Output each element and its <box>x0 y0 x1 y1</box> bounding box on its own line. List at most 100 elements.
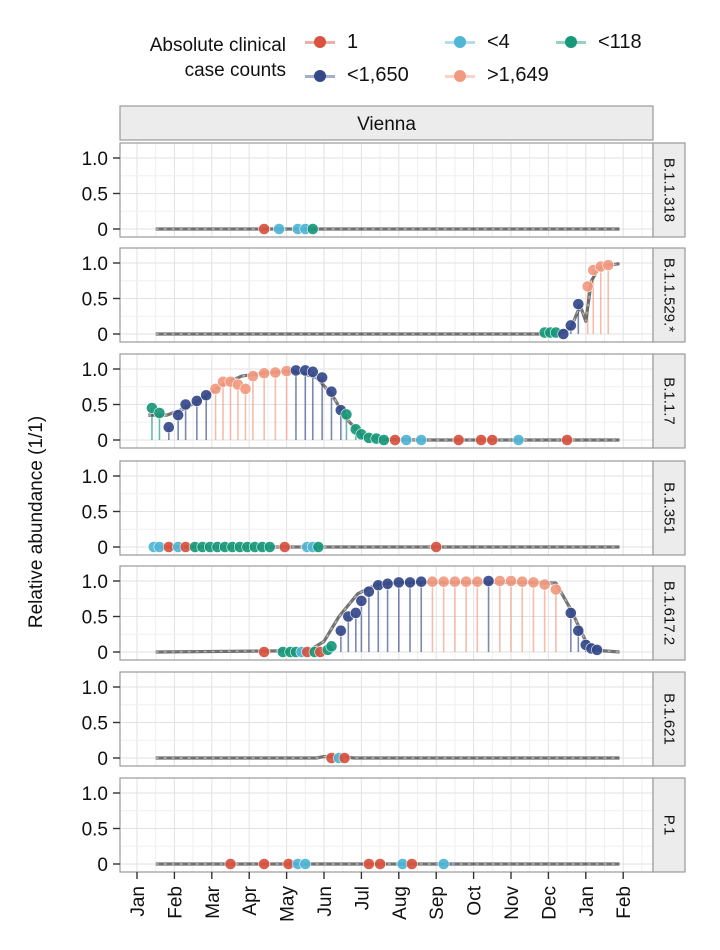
y-tick-label: 0 <box>97 643 108 664</box>
data-point <box>374 858 386 870</box>
panel-strip <box>652 565 686 661</box>
data-point <box>239 382 252 395</box>
data-point <box>538 578 551 591</box>
x-tick-label: Jul <box>352 886 373 910</box>
data-point <box>471 575 484 588</box>
data-point <box>482 575 495 587</box>
panel-background <box>120 672 653 766</box>
data-point <box>602 259 615 272</box>
data-point <box>377 434 390 446</box>
data-point <box>493 575 506 587</box>
data-point <box>273 223 286 235</box>
legend-dot-icon <box>565 36 577 48</box>
data-point <box>415 575 428 588</box>
data-point <box>269 366 282 379</box>
x-tick-label: Jan <box>577 886 598 917</box>
panel-b-1-617-2: B.1.617.2 0 0.5 1.0 <box>82 565 686 664</box>
legend-dot-icon <box>454 36 466 48</box>
legend-key-lt4 <box>445 35 475 49</box>
data-point <box>475 434 487 446</box>
data-point <box>153 407 166 419</box>
panel-strip <box>652 777 686 873</box>
data-point <box>572 298 585 311</box>
panel-b-1-1-318: B.1.1.318 0 0.5 1.0 <box>82 142 686 241</box>
data-point <box>263 541 276 553</box>
legend-dot-icon <box>314 36 326 48</box>
data-point <box>334 624 347 637</box>
data-point <box>355 594 368 607</box>
y-tick-label: 0.5 <box>82 290 108 311</box>
data-point <box>162 421 175 434</box>
data-point <box>325 640 338 653</box>
panel-strip-label: B.1.1.7 <box>661 377 678 425</box>
data-point <box>437 575 450 588</box>
data-point <box>381 577 394 590</box>
x-tick-label: Apr <box>240 885 261 915</box>
facet-title: Vienna <box>357 114 416 135</box>
legend-key-gt1649 <box>445 69 475 83</box>
data-point <box>362 858 375 870</box>
data-point <box>448 575 461 588</box>
y-tick-label: 1.0 <box>82 678 108 699</box>
y-tick-label: 1.0 <box>82 254 108 275</box>
data-point <box>340 408 353 421</box>
panel-strip-label: B.1.621 <box>661 693 678 745</box>
data-point <box>437 858 450 870</box>
panel-background <box>120 248 653 342</box>
data-point <box>505 575 517 587</box>
panel-background <box>120 143 653 237</box>
data-point <box>572 624 585 637</box>
panel-strip-label: B.1.617.2 <box>661 581 678 645</box>
data-point <box>316 371 329 384</box>
y-tick-label: 0 <box>97 855 108 876</box>
data-point <box>564 607 577 619</box>
data-point <box>299 858 312 870</box>
data-point <box>278 541 291 553</box>
data-point <box>224 858 237 870</box>
x-tick-label: Nov <box>502 886 523 920</box>
data-point <box>591 643 603 656</box>
x-tick-label: Jan <box>128 886 149 917</box>
data-point <box>247 370 259 382</box>
legend-key-lt1650 <box>305 69 335 83</box>
data-point <box>415 434 428 446</box>
data-point <box>312 541 325 553</box>
y-tick-label: 0.5 <box>82 503 108 524</box>
data-point <box>516 575 529 588</box>
data-point <box>392 576 405 589</box>
data-point <box>430 541 443 553</box>
data-point <box>306 223 319 235</box>
data-point <box>561 434 573 446</box>
data-point <box>258 858 271 870</box>
panel-strip <box>652 142 686 238</box>
y-tick-label: 1.0 <box>82 784 108 805</box>
y-tick-label: 0.5 <box>82 714 108 735</box>
y-tick-label: 0 <box>97 431 108 452</box>
panel-strip-label: B.1.351 <box>661 482 678 534</box>
x-tick-label: Dec <box>539 886 560 920</box>
y-tick-label: 0.5 <box>82 820 108 841</box>
data-point <box>486 434 499 446</box>
data-point <box>549 583 562 596</box>
legend-dot-icon <box>314 70 326 82</box>
panel-background <box>120 354 653 448</box>
panel-background <box>120 778 653 872</box>
legend-label-lt1650: <1,650 <box>347 64 409 86</box>
panel-b-1-1-529-: B.1.1.529.* 0 0.5 1.0 <box>82 247 686 346</box>
x-tick-label: Feb <box>165 886 186 919</box>
legend-key-1 <box>305 35 335 49</box>
y-tick-label: 0 <box>97 749 108 770</box>
data-point <box>258 367 271 380</box>
data-point <box>557 328 570 340</box>
data-point <box>338 752 351 764</box>
x-tick-label: Aug <box>390 886 411 920</box>
data-point <box>258 646 271 658</box>
data-point <box>190 395 203 407</box>
data-point <box>258 223 271 235</box>
legend-key-lt118 <box>556 35 586 49</box>
data-point <box>349 607 362 619</box>
x-tick-label: May <box>278 886 299 922</box>
data-point <box>564 319 577 332</box>
legend-label-1: 1 <box>347 31 359 53</box>
y-tick-label: 0 <box>97 325 108 346</box>
